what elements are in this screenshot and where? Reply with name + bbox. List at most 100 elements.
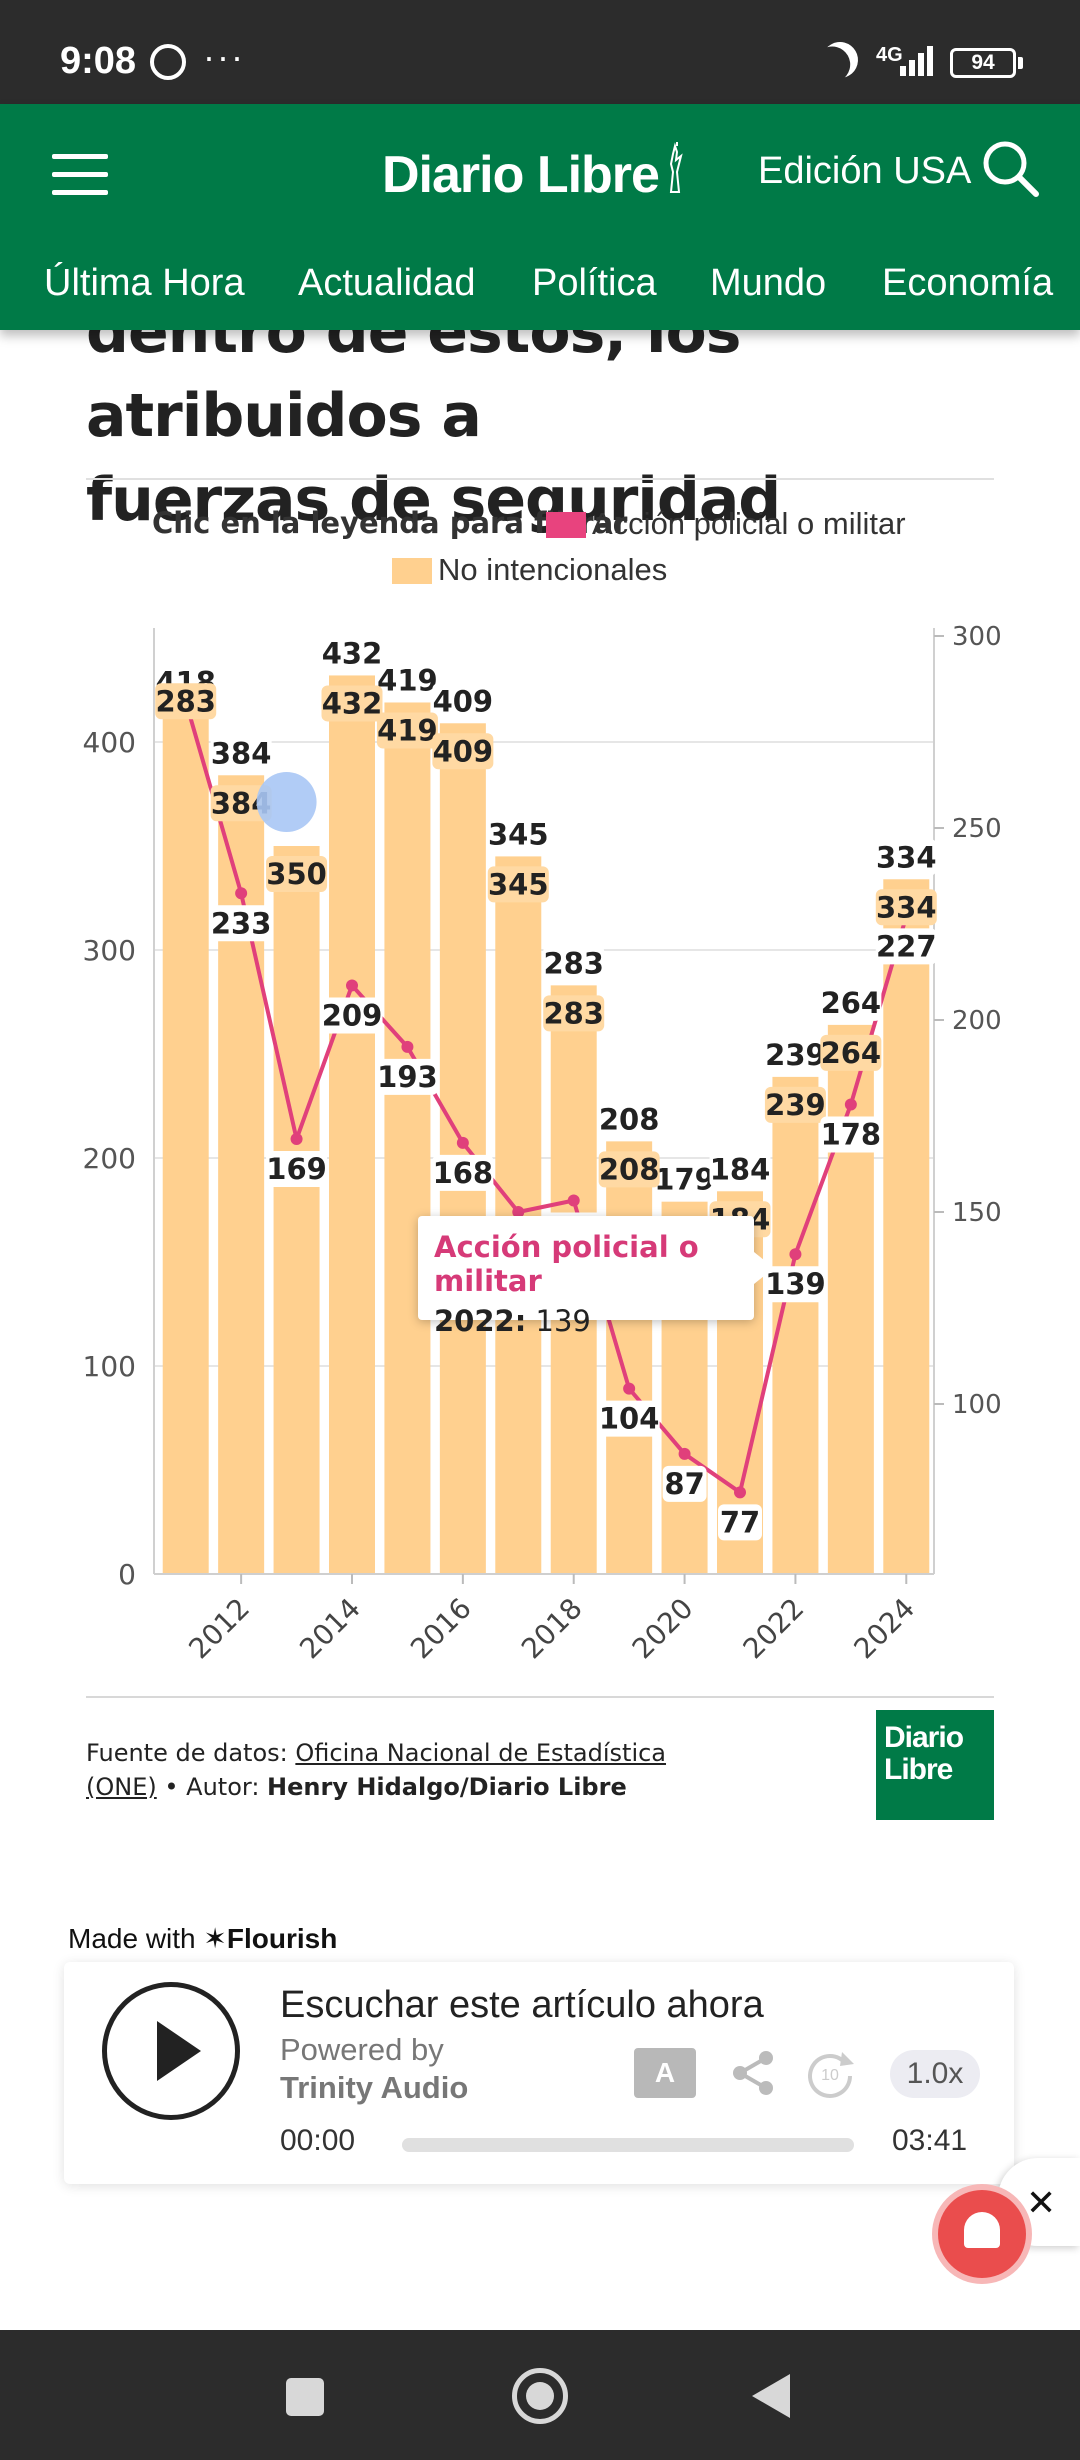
bar-inner-label: 208 [599, 1152, 660, 1186]
nav-item-mundo[interactable]: Mundo [710, 262, 827, 304]
status-bar: 9:08 ··· 4G 94 [0, 0, 1080, 104]
bar-top-label-bg [321, 635, 383, 672]
legend-label-accion-policial: Acción policial o militar [592, 506, 906, 541]
bar-top-label: 264 [821, 986, 882, 1020]
line-point-label-bg [210, 905, 272, 942]
bar [273, 846, 320, 1574]
bar-inner-label-bg [321, 685, 383, 722]
home-icon[interactable] [512, 2368, 568, 2424]
y-tick-right: 200 [952, 1006, 1002, 1036]
nav-item-economia[interactable]: Economía [882, 262, 1054, 304]
bar-inner-label: 409 [433, 734, 494, 768]
x-tick-label: 2024 [848, 1592, 922, 1666]
legend-item-no-intencionales[interactable]: No intencionales [392, 552, 667, 588]
nav-item-actualidad[interactable]: Actualidad [298, 262, 476, 304]
bar-inner-label-bg [543, 995, 605, 1032]
bar [827, 1024, 874, 1574]
divider [86, 478, 994, 480]
bar-top-label: 283 [543, 946, 604, 980]
x-tick-label: 2012 [182, 1592, 256, 1666]
bar-top-label: 334 [876, 840, 937, 874]
nav-item-politica[interactable]: Política [532, 262, 657, 304]
x-tick-label: 2020 [626, 1592, 700, 1666]
x-tick-label: 2014 [293, 1592, 367, 1666]
play-button[interactable] [102, 1982, 240, 2120]
back-icon[interactable] [752, 2374, 790, 2418]
recent-apps-icon[interactable] [286, 2378, 324, 2416]
battery-tip [1018, 57, 1023, 69]
line-point-label-bg [875, 928, 937, 965]
x-tick-label: 2016 [404, 1592, 478, 1666]
legend-label-no-intencionales: No intencionales [438, 552, 668, 587]
bar-top-label: 184 [710, 1152, 771, 1186]
close-icon: ✕ [1026, 2182, 1057, 2223]
line-point [567, 1194, 580, 1207]
line-point-label-bg [764, 1266, 826, 1303]
nav-item-ultima-hora[interactable]: Última Hora [44, 262, 245, 304]
progress-bar[interactable] [402, 2138, 854, 2152]
y-tick-left: 400 [83, 726, 136, 759]
line-point-label-bg [321, 997, 383, 1034]
line-point [844, 1098, 857, 1111]
line-point-label: 193 [377, 1060, 438, 1094]
bar-top-label-bg [764, 1036, 826, 1073]
bar-inner-label-bg [376, 712, 438, 749]
provider-name[interactable]: Trinity Audio [280, 2070, 469, 2105]
share-icon[interactable] [730, 2048, 776, 2098]
site-logo-text: Diario Libre [382, 146, 660, 204]
bar-inner-label: 334 [876, 890, 937, 924]
x-tick-label: 2018 [515, 1592, 589, 1666]
bar-inner-label: 283 [543, 996, 604, 1030]
line-point-label: 178 [821, 1117, 882, 1151]
bar-top-label: 384 [211, 736, 272, 770]
line-point-label-bg [662, 1465, 707, 1502]
source-logo-line-2: Libre [884, 1753, 953, 1786]
current-time: 00:00 [280, 2124, 356, 2157]
bar-inner-label: 345 [488, 867, 549, 901]
y-tick-right: 150 [952, 1198, 1002, 1228]
section-nav: Última Hora Actualidad Política Mundo Ec… [0, 252, 1080, 322]
bar-inner-label: 264 [821, 1036, 882, 1070]
line-point [456, 1136, 469, 1149]
translate-icon[interactable]: A [634, 2048, 696, 2098]
search-icon[interactable] [980, 138, 1040, 198]
forward-10-icon[interactable]: 10 [802, 2044, 858, 2100]
hamburger-menu-icon[interactable] [52, 154, 108, 196]
edition-link[interactable]: Edición USA [758, 150, 972, 192]
powered-by: Powered by [280, 2032, 444, 2067]
line-point [401, 1040, 414, 1053]
bar-top-label: 345 [488, 817, 549, 851]
line-point-label: 104 [599, 1402, 660, 1436]
bar-inner-label-bg [210, 785, 272, 822]
notification-bell-icon[interactable] [938, 2190, 1026, 2278]
site-logo[interactable]: Diario Libre [382, 142, 687, 205]
tooltip-year: 2022: [434, 1304, 527, 1338]
line-point-label: 209 [322, 998, 383, 1032]
line-point-label-bg [376, 1058, 438, 1095]
tooltip-arrow [754, 1252, 774, 1284]
bar-top-label-bg [709, 1151, 771, 1188]
whatsapp-icon [150, 44, 186, 80]
player-title: Escuchar este artículo ahora [280, 1984, 764, 2026]
line-point-label: 77 [720, 1505, 760, 1539]
bar-top-label: 179 [654, 1163, 715, 1197]
bar-top-label-bg [376, 662, 438, 699]
made-with-flourish[interactable]: Made with ✶Flourish [68, 1922, 337, 1955]
bar-top-label: 239 [765, 1038, 826, 1072]
line-point [678, 1447, 691, 1460]
source-author: Henry Hidalgo/Diario Libre [267, 1773, 627, 1801]
network-type: 4G [876, 44, 903, 66]
y-tick-right: 100 [952, 1390, 1002, 1420]
legend-item-accion-policial[interactable]: Acción policial o militar [546, 506, 906, 542]
made-with-prefix: Made with [68, 1923, 204, 1954]
bar-top-label-bg [210, 735, 272, 772]
tooltip-title: Acción policial o militar [434, 1230, 699, 1298]
bar-top-label-bg [820, 984, 882, 1021]
source-middle: • Autor: [156, 1773, 268, 1801]
playback-speed-button[interactable]: 1.0x [890, 2050, 980, 2098]
bar-top-label-bg [598, 1101, 660, 1138]
bar [162, 704, 209, 1574]
flourish-brand: ✶Flourish [203, 1923, 338, 1954]
source-link[interactable]: Oficina Nacional de Estadística (ONE) [86, 1739, 667, 1801]
bar-top-label-bg [543, 945, 605, 982]
